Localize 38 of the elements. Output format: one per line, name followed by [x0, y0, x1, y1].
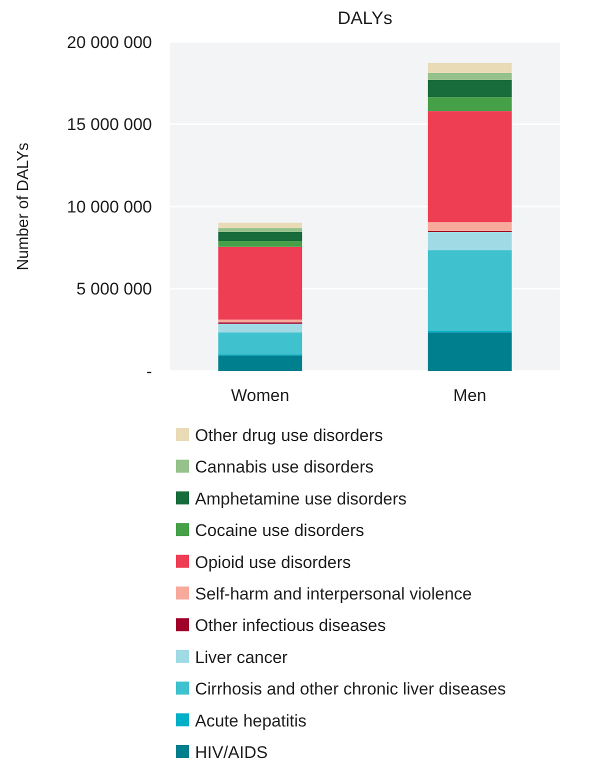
bar: [428, 80, 512, 98]
bar: [428, 72, 512, 80]
bar: [218, 232, 302, 242]
bar: [428, 232, 512, 250]
y-tick-label: 20 000 000: [66, 32, 152, 52]
legend-label: Self-harm and interpersonal violence: [195, 584, 472, 604]
legend-label: Other drug use disorders: [195, 426, 384, 445]
y-tick-label: 5 000 000: [76, 280, 152, 299]
bar: [428, 222, 512, 232]
legend-label: Acute hepatitis: [195, 711, 307, 730]
bar: [428, 332, 512, 371]
legend-label: HIV/AIDS: [195, 742, 268, 760]
legend-label: Cocaine use disorders: [195, 521, 364, 540]
bar: [218, 320, 302, 322]
legend-label: Opioid use disorders: [195, 552, 351, 572]
y-tick-label: 15 000 000: [66, 115, 152, 134]
chart-title: DALYs: [338, 8, 392, 28]
bar: [218, 241, 302, 247]
bar: [218, 246, 302, 320]
legend-label: Cirrhosis and other chronic liver diseases: [195, 680, 506, 699]
bar: [218, 228, 302, 232]
bar: [218, 355, 302, 371]
legend-label: Amphetamine use disorders: [195, 489, 407, 508]
legend-label: Other infectious diseases: [195, 616, 386, 636]
bar: [428, 62, 512, 73]
y-tick-label: -: [146, 362, 152, 381]
legend-label: Cannabis use disorders: [195, 458, 374, 477]
bar: [218, 324, 302, 332]
y-axis-title: Number of DALYs: [15, 142, 32, 270]
x-tick-label: Men: [453, 386, 486, 405]
x-tick-label: Women: [231, 386, 290, 405]
legend-label: Liver cancer: [195, 648, 288, 667]
bar: [428, 97, 512, 112]
y-tick-label: 10 000 000: [66, 197, 152, 216]
bar: [428, 111, 512, 222]
bar: [428, 250, 512, 332]
bar: [218, 332, 302, 354]
bar: [218, 222, 302, 228]
